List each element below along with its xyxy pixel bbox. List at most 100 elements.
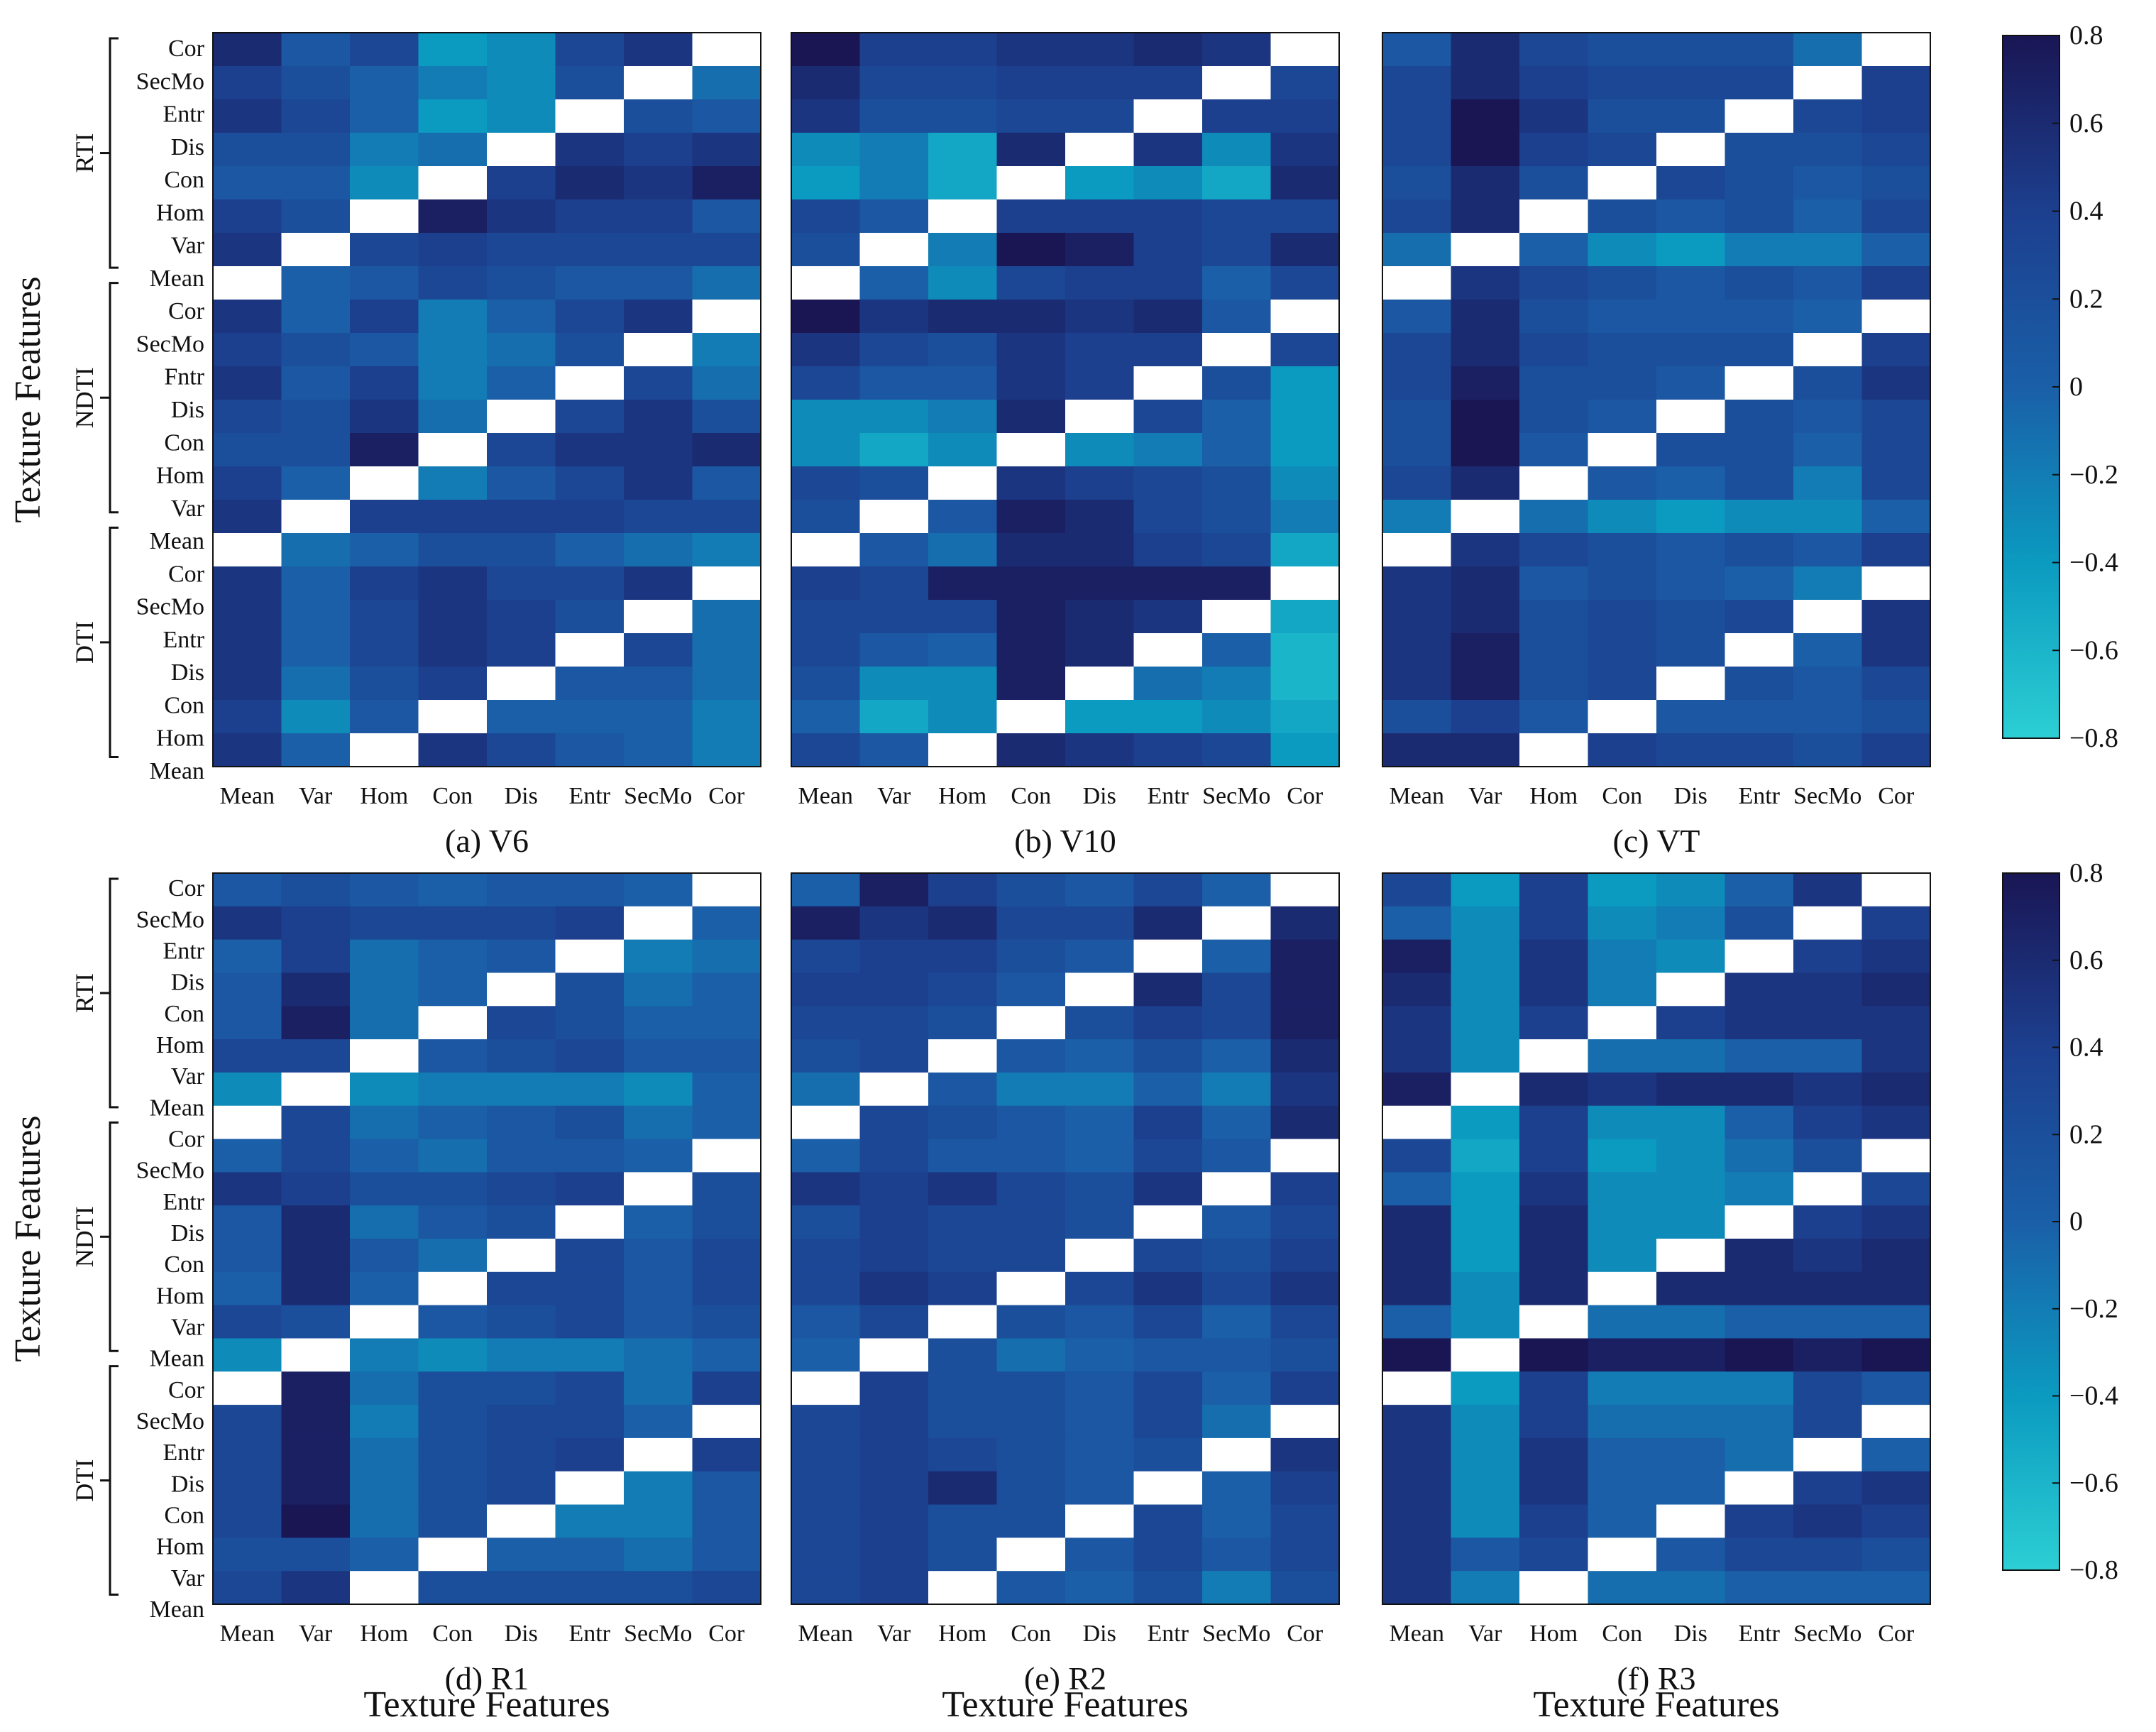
heatmap-cell [350, 1371, 419, 1405]
heatmap-cell [281, 66, 351, 100]
heatmap-cell [1202, 166, 1272, 200]
heatmap-cell [1793, 199, 1863, 234]
heatmap-cell [418, 1371, 488, 1405]
heatmap-cell [1656, 1271, 1726, 1306]
heatmap-cell [692, 1139, 761, 1173]
heatmap-cell [1133, 1105, 1203, 1140]
heatmap-cell [418, 1205, 488, 1239]
heatmap-cell [1133, 266, 1203, 300]
heatmap-cell [624, 1239, 693, 1273]
heatmap-cell [1588, 366, 1657, 400]
heatmap-cell [928, 400, 998, 434]
y-tick-label: Dis [171, 970, 204, 996]
heatmap-cell [1793, 873, 1863, 907]
heatmap-cell [1202, 400, 1272, 434]
heatmap-cell [1588, 939, 1657, 974]
heatmap-cell [859, 633, 929, 667]
heatmap-cell [692, 366, 761, 400]
heatmap-cell [624, 1271, 693, 1306]
heatmap-cell [418, 633, 488, 667]
heatmap-cell [487, 1205, 556, 1239]
heatmap-cell [1588, 600, 1657, 634]
heatmap-cell [350, 733, 419, 767]
heatmap-cell [1656, 1437, 1726, 1472]
heatmap-cell [624, 1538, 693, 1572]
heatmap-cell [1861, 972, 1931, 1007]
heatmap-cell [281, 1437, 351, 1472]
y-tick-label: Dis [171, 134, 204, 160]
x-tick-label: SecMo [1793, 783, 1861, 809]
heatmap-cell [1202, 1271, 1272, 1306]
heatmap-cell [213, 600, 282, 634]
heatmap-cell [487, 906, 556, 941]
heatmap-cell [1861, 1538, 1931, 1572]
heatmap-cell [418, 266, 488, 300]
heatmap-cell [791, 633, 861, 667]
heatmap-cell [1382, 400, 1452, 434]
heatmap-cell [1270, 700, 1340, 734]
heatmap-cell [1382, 1405, 1452, 1439]
heatmap-cell [213, 1405, 282, 1439]
heatmap-cell [791, 1205, 861, 1239]
heatmap-cell [555, 1172, 625, 1206]
heatmap-cell [1451, 1105, 1520, 1140]
heatmap-cell [1656, 300, 1726, 334]
heatmap-cell [928, 906, 998, 941]
heatmap-cell [1202, 333, 1272, 367]
heatmap-cell [928, 1571, 998, 1605]
heatmap-cell [350, 333, 419, 367]
heatmap-cell [996, 939, 1066, 974]
x-axis-title: Texture Features [1533, 1684, 1779, 1725]
heatmap-cell [928, 1172, 998, 1206]
heatmap-cell [1451, 1471, 1520, 1506]
heatmap-cell [859, 500, 929, 534]
heatmap-cell [555, 166, 625, 200]
heatmap-cell [555, 500, 625, 534]
heatmap-cell [1270, 1338, 1340, 1372]
heatmap-cell [281, 1305, 351, 1339]
heatmap-cell [1861, 667, 1931, 701]
heatmap-cell [791, 1172, 861, 1206]
heatmap-cell [859, 333, 929, 367]
heatmap-cell [1656, 1039, 1726, 1073]
heatmap-cell [1133, 1538, 1203, 1572]
heatmap-cell [487, 533, 556, 567]
heatmap-cell [624, 1504, 693, 1538]
heatmap-cell [350, 366, 419, 400]
heatmap-cell [1519, 500, 1589, 534]
heatmap-cell [1656, 400, 1726, 434]
x-tick-label: Dis [1674, 1621, 1707, 1647]
heatmap-cell [555, 1471, 625, 1506]
heatmap-cell [555, 233, 625, 267]
heatmap-cell [1793, 533, 1863, 567]
heatmap-cell [692, 1405, 761, 1439]
heatmap-cell [692, 266, 761, 300]
heatmap-cell [1793, 1271, 1863, 1306]
heatmap-cell [213, 400, 282, 434]
heatmap-cell [213, 1039, 282, 1073]
heatmap-cell [1451, 1072, 1520, 1107]
heatmap-cell [859, 1172, 929, 1206]
heatmap-cell [1065, 99, 1135, 133]
heatmap-cell [487, 633, 556, 667]
heatmap-cell [418, 1305, 488, 1339]
heatmap-cell [1133, 906, 1203, 941]
heatmap-cell [859, 873, 929, 907]
heatmap-cell [281, 1205, 351, 1239]
heatmap-cell [1202, 533, 1272, 567]
heatmap-cell [996, 366, 1066, 400]
heatmap-cell [555, 1504, 625, 1538]
heatmap-cell [418, 133, 488, 167]
heatmap-cell [418, 1471, 488, 1506]
heatmap-cell [692, 1471, 761, 1506]
heatmap-cell [1065, 400, 1135, 434]
heatmap-cell [1133, 333, 1203, 367]
heatmap-cell [350, 99, 419, 133]
heatmap-cell [1382, 1437, 1452, 1472]
heatmap-cell [692, 939, 761, 974]
heatmap-cell [1725, 400, 1794, 434]
heatmap-cell [1725, 1205, 1794, 1239]
heatmap-cell [1588, 633, 1657, 667]
heatmap-cell [928, 939, 998, 974]
heatmap-cell [928, 1239, 998, 1273]
